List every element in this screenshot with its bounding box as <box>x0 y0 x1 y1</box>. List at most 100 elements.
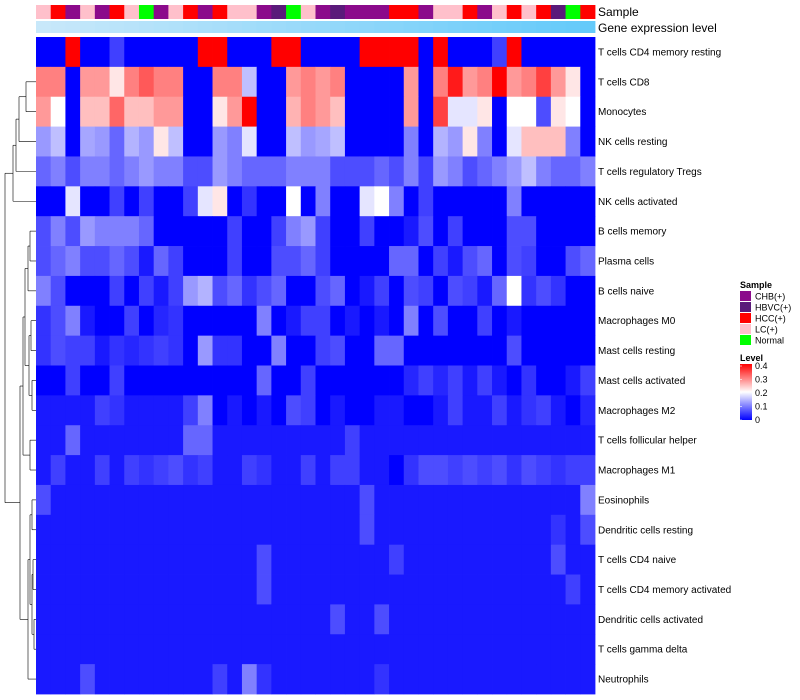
row-labels: T cells CD4 memory resting T cells CD8 Mon… <box>598 47 731 685</box>
sample-annotation-cell <box>286 5 302 19</box>
heatmap-cell <box>477 484 493 516</box>
heatmap-cell <box>389 425 405 456</box>
heatmap-cell <box>80 126 96 157</box>
heatmap-cell <box>506 96 522 127</box>
heatmap-cell <box>65 395 81 426</box>
heatmap-cell <box>580 186 596 217</box>
heatmap-cell <box>374 574 390 605</box>
heatmap-cell <box>124 156 140 187</box>
heatmap-cell <box>153 37 169 68</box>
heatmap-cell <box>433 484 449 516</box>
heatmap-cell <box>227 66 243 98</box>
heatmap-cell <box>286 216 302 247</box>
heatmap-cell <box>418 395 434 426</box>
heatmap-cell <box>300 305 316 337</box>
heatmap-cell <box>433 664 449 695</box>
heatmap-cell <box>227 305 243 337</box>
heatmap-cell <box>359 634 375 665</box>
heatmap-cell <box>403 66 419 98</box>
heatmap-cell <box>227 544 243 575</box>
heatmap-cell <box>521 425 537 456</box>
heatmap-cell <box>124 664 140 695</box>
heatmap-cell <box>536 365 552 396</box>
level-annotation-cell <box>138 21 155 33</box>
heatmap-cell <box>447 455 463 486</box>
heatmap-cell <box>183 574 199 605</box>
heatmap-cell <box>462 455 478 486</box>
heatmap-cell <box>124 275 140 307</box>
heatmap-cell <box>492 335 508 366</box>
heatmap-cell <box>109 395 125 426</box>
heatmap-cell <box>153 365 169 396</box>
heatmap-cell <box>433 425 449 456</box>
heatmap-cell <box>506 305 522 337</box>
heatmap-cell <box>256 514 272 546</box>
heatmap-cell <box>521 96 537 127</box>
heatmap-cell <box>286 484 302 516</box>
heatmap-cell <box>536 96 552 127</box>
heatmap-cell <box>550 425 566 456</box>
heatmap-cell <box>344 335 361 366</box>
heatmap-cell <box>418 664 434 695</box>
heatmap-cell <box>109 365 125 396</box>
heatmap-cell <box>183 305 199 337</box>
heatmap-cell <box>536 395 552 426</box>
heatmap-cell <box>168 484 184 516</box>
heatmap-cell <box>65 275 81 307</box>
heatmap-cell <box>80 96 96 127</box>
heatmap-cell <box>80 365 96 396</box>
heatmap-cell <box>271 664 287 695</box>
heatmap-cell <box>109 484 125 516</box>
heatmap-cell <box>271 96 287 127</box>
heatmap-cell <box>492 246 508 277</box>
level-annotation-cell <box>50 21 66 33</box>
heatmap-cell <box>36 365 52 396</box>
sample-annotation-cell <box>80 5 96 19</box>
heatmap-cell <box>80 305 96 337</box>
heatmap-cell <box>389 66 405 98</box>
heatmap-cell <box>65 186 81 217</box>
heatmap-cell <box>241 275 258 307</box>
heatmap-cell <box>492 37 508 68</box>
row-label: T cells gamma delta <box>598 645 688 656</box>
heatmap-cell <box>550 664 566 695</box>
heatmap-cells <box>36 37 596 695</box>
heatmap-cell <box>109 216 125 247</box>
heatmap-cell <box>124 425 140 456</box>
level-annotation-cell <box>344 21 361 33</box>
heatmap-cell <box>521 365 537 396</box>
heatmap-cell <box>492 604 508 635</box>
heatmap-cell <box>418 634 434 665</box>
heatmap-cell <box>492 425 508 456</box>
row-label: Macrophages M0 <box>598 316 676 327</box>
heatmap-cell <box>550 544 566 575</box>
heatmap-cell <box>109 455 125 486</box>
heatmap-cell <box>492 66 508 98</box>
heatmap-cell <box>94 544 110 575</box>
heatmap-cell <box>462 275 478 307</box>
heatmap-cell <box>315 305 331 337</box>
heatmap-cell <box>550 275 566 307</box>
heatmap-cell <box>315 365 331 396</box>
heatmap-cell <box>153 455 169 486</box>
heatmap-cell <box>124 604 140 635</box>
heatmap-cell <box>330 484 346 516</box>
heatmap-cell <box>462 37 478 68</box>
heatmap-cell <box>94 365 110 396</box>
row-label: NK cells activated <box>598 197 677 208</box>
heatmap-cell <box>389 186 405 217</box>
heatmap-cell <box>374 96 390 127</box>
heatmap-cell <box>109 514 125 546</box>
heatmap-cell <box>94 634 110 665</box>
heatmap-cell <box>300 216 316 247</box>
heatmap-cell <box>447 126 463 157</box>
heatmap-cell <box>447 604 463 635</box>
sample-legend-title: Sample <box>740 280 772 290</box>
heatmap-cell <box>330 604 346 635</box>
heatmap-cell <box>300 246 316 277</box>
heatmap-cell <box>286 425 302 456</box>
heatmap-cell <box>315 126 331 157</box>
heatmap-cell <box>521 156 537 187</box>
row-label: B cells memory <box>598 227 666 238</box>
sample-annotation-cell <box>241 5 258 19</box>
